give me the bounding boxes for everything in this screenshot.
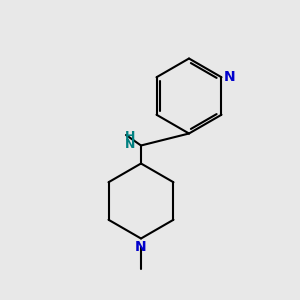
Text: N: N [125, 137, 136, 151]
Text: N: N [135, 240, 147, 254]
Text: H: H [125, 130, 136, 143]
Text: N: N [224, 70, 236, 84]
